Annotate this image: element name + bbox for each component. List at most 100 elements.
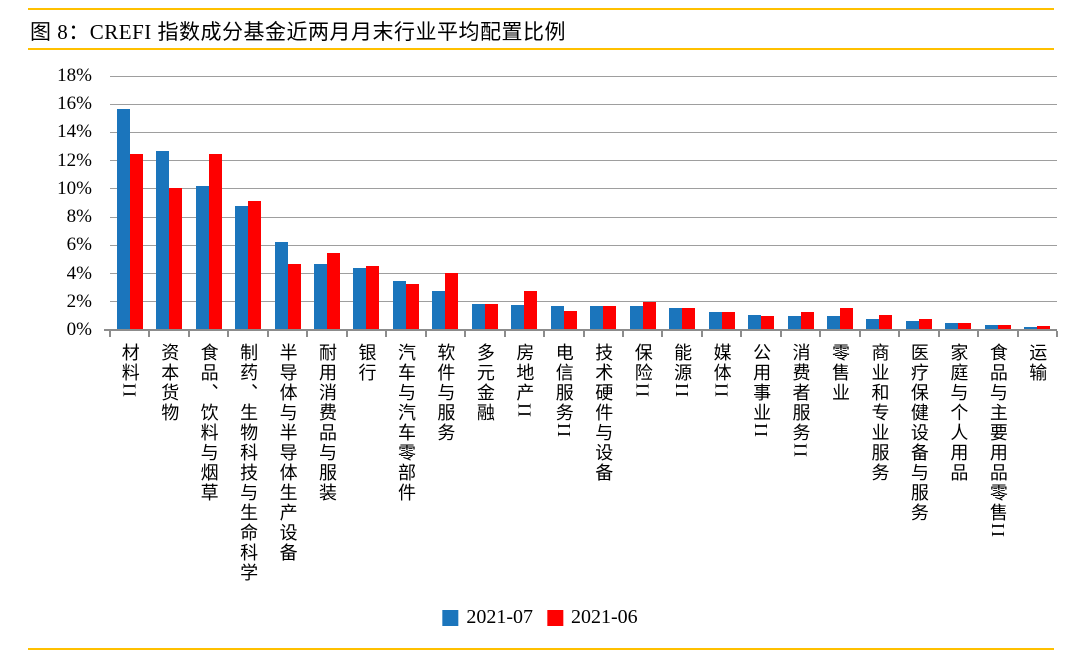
y-axis-tick-label: 8% <box>66 206 92 228</box>
x-axis-category-label: 房地产II <box>514 343 535 419</box>
y-axis-tick-label: 18% <box>57 65 92 86</box>
bar-2021-06 <box>918 319 932 329</box>
bar-2021-06 <box>366 265 380 329</box>
bar-2021-07 <box>195 186 209 329</box>
bar-2021-07 <box>116 108 130 329</box>
bar-2021-06 <box>563 310 577 329</box>
x-axis-tick <box>345 331 348 337</box>
top-gold-rule <box>28 8 1054 10</box>
bar-2021-07 <box>156 151 170 329</box>
gridline <box>110 244 1057 246</box>
bar-2021-07 <box>669 307 683 329</box>
bar-2021-07 <box>905 320 919 329</box>
bar-2021-06 <box>682 307 696 329</box>
bar-2021-06 <box>603 306 617 329</box>
x-axis-category-label: 汽车与汽车零部件 <box>395 343 416 503</box>
x-axis-tick <box>582 331 585 337</box>
x-axis-tick <box>187 331 190 337</box>
chart-legend: 2021-07 2021-06 <box>442 606 638 629</box>
x-axis-tick <box>227 331 230 337</box>
x-axis-tick <box>819 331 822 337</box>
x-axis-tick <box>779 331 782 337</box>
x-axis-tick <box>109 331 111 337</box>
y-axis-tick-label: 6% <box>66 234 92 256</box>
bar-2021-07 <box>1024 326 1038 329</box>
x-axis-category-label: 家庭与个人用品 <box>948 343 969 483</box>
bar-2021-07 <box>984 325 998 329</box>
x-axis-category-label: 零售业 <box>829 343 850 403</box>
bar-2021-06 <box>1037 326 1051 329</box>
bar-2021-07 <box>708 312 722 329</box>
y-axis-tick-label: 4% <box>66 262 92 284</box>
bar-2021-06 <box>997 324 1011 329</box>
bar-2021-07 <box>590 306 604 329</box>
legend-item-2021-06: 2021-06 <box>547 606 638 629</box>
x-axis-tick <box>1016 331 1019 337</box>
x-axis-tick <box>858 331 861 337</box>
x-axis-tick <box>937 331 940 337</box>
figure-title: 图 8：CREFI 指数成分基金近两月月末行业平均配置比例 <box>30 20 567 44</box>
bar-2021-06 <box>839 307 853 329</box>
bottom-gold-rule <box>28 648 1054 650</box>
x-axis-category-label: 医疗保健设备与服务 <box>908 343 929 523</box>
x-axis-category-label: 能源II <box>672 343 693 399</box>
x-axis-tick <box>464 331 467 337</box>
legend-label: 2021-07 <box>466 606 533 628</box>
bar-2021-06 <box>169 187 183 329</box>
bar-2021-06 <box>445 272 459 329</box>
bar-2021-07 <box>432 290 446 329</box>
x-axis-tick <box>148 331 151 337</box>
x-axis-category-label: 媒体II <box>711 343 732 399</box>
gridline <box>110 75 1057 77</box>
bar-2021-06 <box>524 290 538 329</box>
bar-2021-06 <box>129 154 143 329</box>
gridline <box>110 273 1057 275</box>
bar-2021-07 <box>274 241 288 329</box>
x-axis-tick <box>898 331 901 337</box>
y-axis-tick-label: 0% <box>66 319 92 340</box>
x-axis-tick <box>621 331 624 337</box>
gridline <box>110 216 1057 218</box>
x-axis-tick <box>977 331 980 337</box>
x-axis-category-label: 耐用消费品与服装 <box>317 343 338 503</box>
bar-2021-06 <box>327 252 341 329</box>
bar-2021-07 <box>471 303 485 329</box>
bar-2021-06 <box>287 264 301 329</box>
x-axis-category-label: 多元金融 <box>474 343 495 423</box>
bar-2021-07 <box>550 306 564 329</box>
gridline <box>110 131 1057 133</box>
x-axis-category-label: 公用事业II <box>751 343 772 439</box>
bar-2021-07 <box>787 316 801 329</box>
title-underline-gold-rule <box>28 48 1054 50</box>
bar-2021-07 <box>866 319 880 329</box>
legend-label: 2021-06 <box>571 606 638 628</box>
x-axis-category-label: 保险II <box>632 343 653 399</box>
x-axis-tick <box>424 331 427 337</box>
x-axis-tick <box>266 331 269 337</box>
y-axis-tick-label: 2% <box>66 290 92 312</box>
gridline <box>110 188 1057 190</box>
y-axis-tick-label: 12% <box>57 149 92 171</box>
bar-2021-06 <box>248 200 262 329</box>
x-axis-category-label: 软件与服务 <box>435 343 456 443</box>
x-axis-category-label: 商业和专业服务 <box>869 343 890 483</box>
x-axis-category-label: 运输 <box>1027 343 1048 383</box>
x-axis-tick <box>503 331 506 337</box>
x-axis-tick <box>740 331 743 337</box>
bar-2021-07 <box>748 314 762 329</box>
bar-2021-06 <box>721 312 735 329</box>
x-axis-category-label: 资本货物 <box>159 343 180 423</box>
bar-2021-06 <box>484 304 498 329</box>
x-axis-tick <box>1056 331 1058 337</box>
gridline <box>110 103 1057 105</box>
x-axis-category-label: 银行 <box>356 343 377 383</box>
x-axis-tick <box>306 331 309 337</box>
bar-2021-06 <box>405 283 419 329</box>
y-axis-tick-label: 14% <box>57 121 92 143</box>
bar-2021-07 <box>314 264 328 329</box>
x-axis-tick <box>700 331 703 337</box>
bar-2021-06 <box>208 154 222 329</box>
legend-swatch-blue <box>442 609 459 626</box>
